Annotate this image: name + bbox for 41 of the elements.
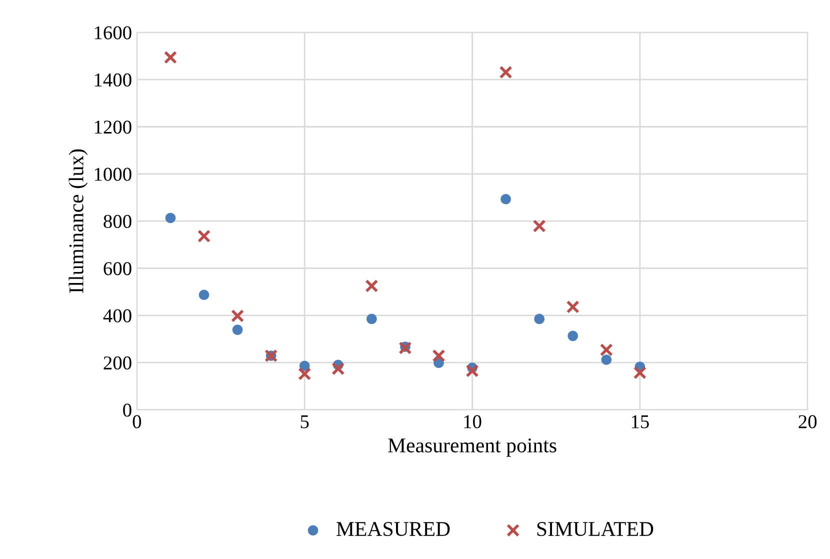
y-tick-label: 1600	[94, 26, 132, 40]
y-axis-title: Illuminance (lux)	[68, 149, 88, 293]
legend-label: SIMULATED	[537, 522, 654, 536]
point	[499, 66, 512, 79]
y-tick-label: 600	[104, 262, 132, 276]
legend-label: MEASURED	[336, 522, 450, 536]
y-tick-label: 1400	[94, 73, 132, 87]
point	[600, 343, 613, 356]
point	[365, 279, 378, 292]
y-tick-label: 1000	[94, 168, 132, 181]
point	[164, 50, 178, 64]
point	[568, 330, 578, 342]
point	[566, 300, 580, 314]
point	[532, 219, 546, 233]
point	[299, 360, 310, 372]
point	[198, 290, 210, 300]
x-tick-label: 20	[798, 415, 817, 428]
x-tick-label: 15	[632, 415, 649, 428]
point	[633, 366, 646, 380]
y-tick-label: 0	[123, 404, 132, 417]
point	[432, 349, 446, 362]
x-tick-label: 10	[464, 415, 482, 428]
point	[197, 230, 211, 243]
point	[232, 324, 243, 335]
x-tick-label: 5	[300, 415, 309, 428]
point	[398, 341, 412, 354]
x-tick-label: 0	[132, 415, 142, 428]
x-axis-title: Measurement points	[388, 438, 556, 457]
point	[601, 354, 612, 365]
point	[298, 367, 312, 380]
point	[500, 194, 511, 204]
point	[231, 309, 244, 322]
y-tick-label: 800	[104, 214, 132, 228]
point	[466, 364, 479, 378]
y-tick-label: 1200	[94, 120, 132, 134]
y-tick-label: 400	[103, 309, 132, 322]
y-tick-label: 200	[104, 356, 132, 370]
point	[366, 314, 377, 324]
point	[534, 314, 544, 324]
point	[165, 212, 176, 224]
point	[332, 362, 345, 376]
